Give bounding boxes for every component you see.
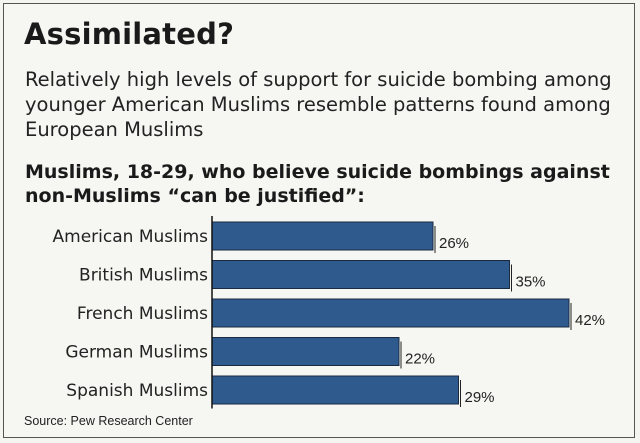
bar-chart: American Muslims 26% British Muslims 35% Fre… <box>53 216 605 409</box>
bar <box>211 375 459 405</box>
value-label: 29% <box>465 389 495 406</box>
bar <box>211 221 434 251</box>
category-label: American Muslims <box>53 227 209 247</box>
category-label: German Muslims <box>65 343 208 363</box>
value-label: 42% <box>575 312 605 329</box>
value-label: 35% <box>516 274 546 291</box>
source-note: Source: Pew Research Center <box>24 414 193 428</box>
category-label: French Muslims <box>77 304 208 324</box>
bar <box>211 298 570 328</box>
chart-question: Muslims, 18-29, who believe suicide bomb… <box>25 161 610 207</box>
bar <box>211 260 510 289</box>
category-label: British Muslims <box>79 266 208 286</box>
chart-title: Assimilated? <box>24 17 235 51</box>
category-label: Spanish Muslims <box>66 381 208 401</box>
value-label: 22% <box>405 351 435 368</box>
value-label: 26% <box>439 235 469 252</box>
bar <box>211 337 400 366</box>
chart-subtitle: Relatively high levels of support for su… <box>25 68 612 141</box>
